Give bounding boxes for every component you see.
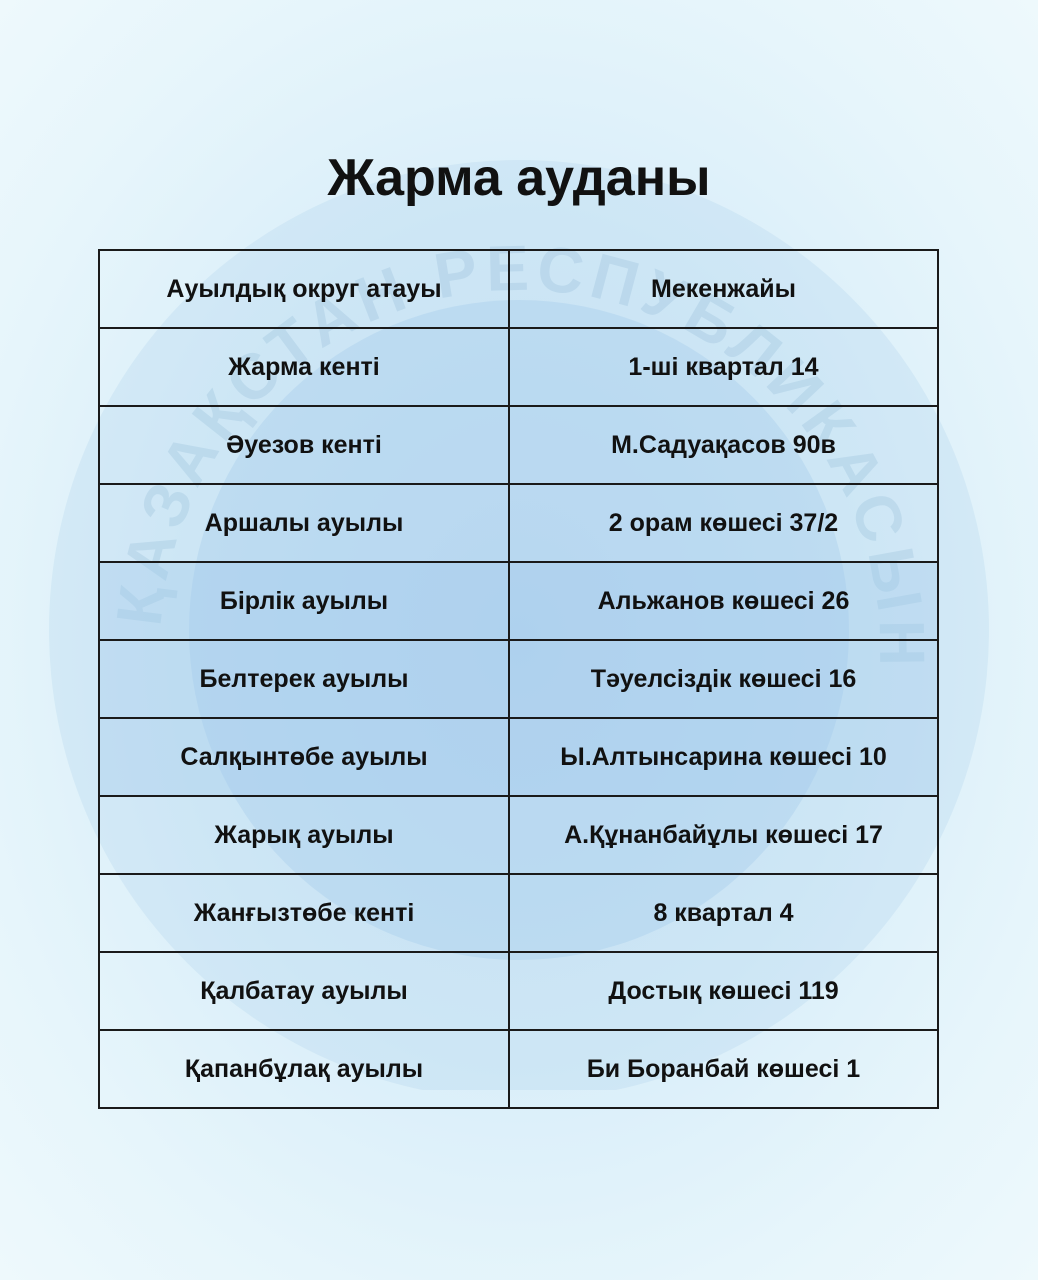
- address-cell: А.Құнанбайұлы көшесі 17: [508, 795, 939, 875]
- table-row: Жанғызтөбе кенті 8 квартал 4: [98, 873, 939, 953]
- address-cell: Достық көшесі 119: [508, 951, 939, 1031]
- table-row: Әуезов кенті М.Садуақасов 90в: [98, 405, 939, 485]
- table-row: Салқынтөбе ауылы Ы.Алтынсарина көшесі 10: [98, 717, 939, 797]
- address-cell: М.Садуақасов 90в: [508, 405, 939, 485]
- address-cell: Тәуелсіздік көшесі 16: [508, 639, 939, 719]
- table-row: Аршалы ауылы 2 орам көшесі 37/2: [98, 483, 939, 563]
- table-row: Қапанбұлақ ауылы Би Боранбай көшесі 1: [98, 1029, 939, 1109]
- district-name-cell: Бірлік ауылы: [98, 561, 510, 641]
- address-cell: 1-ші квартал 14: [508, 327, 939, 407]
- table-row: Жарық ауылы А.Құнанбайұлы көшесі 17: [98, 795, 939, 875]
- page-title: Жарма ауданы: [327, 149, 711, 207]
- district-name-cell: Жарық ауылы: [98, 795, 510, 875]
- district-name-cell: Салқынтөбе ауылы: [98, 717, 510, 797]
- address-cell: Ы.Алтынсарина көшесі 10: [508, 717, 939, 797]
- address-cell: Би Боранбай көшесі 1: [508, 1029, 939, 1109]
- header-address: Мекенжайы: [508, 249, 939, 329]
- table-row: Қалбатау ауылы Достық көшесі 119: [98, 951, 939, 1031]
- address-cell: 8 квартал 4: [508, 873, 939, 953]
- address-cell: 2 орам көшесі 37/2: [508, 483, 939, 563]
- district-name-cell: Әуезов кенті: [98, 405, 510, 485]
- district-name-cell: Қалбатау ауылы: [98, 951, 510, 1031]
- district-name-cell: Жанғызтөбе кенті: [98, 873, 510, 953]
- district-name-cell: Жарма кенті: [98, 327, 510, 407]
- table-header-row: Ауылдық округ атауы Мекенжайы: [98, 249, 939, 329]
- table-row: Белтерек ауылы Тәуелсіздік көшесі 16: [98, 639, 939, 719]
- district-name-cell: Қапанбұлақ ауылы: [98, 1029, 510, 1109]
- district-address-table: Ауылдық округ атауы Мекенжайы Жарма кент…: [98, 249, 939, 1109]
- table-row: Бірлік ауылы Альжанов көшесі 26: [98, 561, 939, 641]
- district-name-cell: Белтерек ауылы: [98, 639, 510, 719]
- table-row: Жарма кенті 1-ші квартал 14: [98, 327, 939, 407]
- district-name-cell: Аршалы ауылы: [98, 483, 510, 563]
- address-cell: Альжанов көшесі 26: [508, 561, 939, 641]
- header-district-name: Ауылдық округ атауы: [98, 249, 510, 329]
